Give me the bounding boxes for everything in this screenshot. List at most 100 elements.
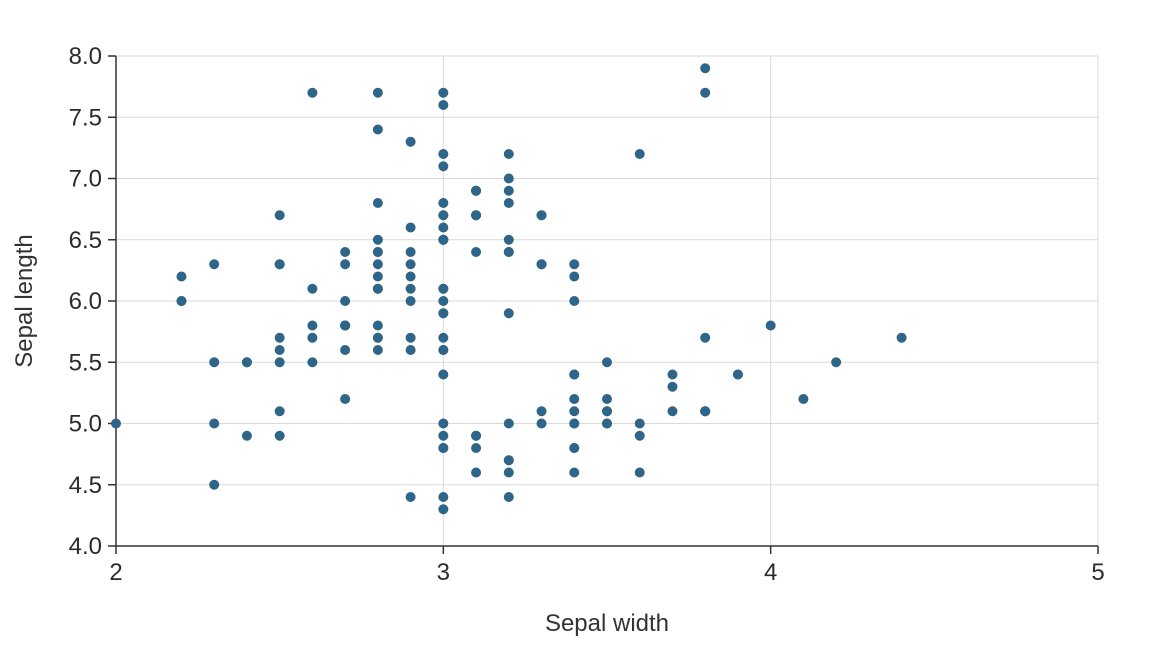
data-point [438, 345, 449, 355]
data-point [471, 185, 482, 196]
data-point [438, 418, 449, 429]
data-point [667, 381, 678, 392]
data-point [307, 283, 318, 294]
data-point [405, 283, 416, 294]
data-point [209, 357, 220, 368]
data-point [700, 406, 711, 417]
data-point [503, 247, 514, 257]
data-point [503, 198, 514, 208]
data-point [307, 332, 318, 343]
data-point [634, 149, 645, 159]
data-point [569, 296, 580, 306]
data-point [569, 259, 580, 270]
data-point [438, 296, 449, 306]
data-point [831, 357, 842, 368]
y-tick-label: 8.0 [69, 43, 102, 70]
axes [108, 55, 1099, 554]
y-tick-label: 4.0 [69, 533, 102, 560]
data-point [503, 185, 514, 196]
data-point [700, 332, 711, 343]
data-point [503, 149, 514, 159]
data-point [372, 247, 383, 257]
data-point [372, 345, 383, 355]
data-point [569, 369, 580, 380]
data-point [569, 406, 580, 417]
data-point [536, 406, 547, 417]
data-point [340, 259, 351, 270]
data-point [274, 406, 285, 417]
data-point [438, 492, 449, 502]
data-point [503, 234, 514, 245]
data-point [438, 332, 449, 343]
data-point [340, 345, 351, 355]
data-point [372, 234, 383, 245]
data-point [700, 63, 711, 74]
data-point [372, 124, 383, 135]
x-tick-label: 3 [437, 559, 450, 586]
data-point [602, 394, 612, 404]
y-tick-label: 7.0 [69, 166, 102, 193]
data-point [667, 369, 678, 380]
data-point [667, 406, 678, 417]
data-point [503, 308, 514, 319]
x-tick-label: 2 [109, 559, 122, 586]
data-point [372, 198, 383, 208]
data-point [340, 296, 351, 306]
y-tick-label: 7.5 [69, 104, 102, 131]
data-point [438, 222, 449, 233]
data-point [503, 455, 514, 466]
data-point [274, 430, 285, 441]
data-point [569, 467, 580, 478]
data-point [176, 296, 187, 306]
data-point [372, 320, 383, 331]
data-point [569, 394, 580, 404]
data-point [732, 369, 743, 380]
data-point [569, 418, 580, 429]
data-point [503, 467, 514, 478]
data-point [634, 418, 645, 429]
data-point [896, 332, 907, 343]
data-point [634, 467, 645, 478]
data-point [634, 430, 645, 441]
data-point [274, 332, 285, 343]
data-point [241, 430, 252, 441]
data-point [536, 210, 547, 221]
y-tick-label: 6.5 [69, 227, 102, 254]
data-point [372, 271, 383, 282]
data-point [274, 259, 285, 270]
x-axis-title: Sepal width [545, 610, 669, 637]
data-point [405, 345, 416, 355]
data-point [438, 430, 449, 441]
data-point [438, 210, 449, 221]
data-point [372, 332, 383, 343]
data-point [438, 308, 449, 319]
data-point [536, 259, 547, 270]
tick-labels: 4.0 4.5 5.0 5.5 6.0 6.5 7.0 7.5 8.0 2 3 4 5 [69, 43, 1105, 586]
data-point [471, 467, 482, 478]
data-point [700, 87, 711, 98]
data-point [241, 357, 252, 368]
data-point [274, 357, 285, 368]
data-point [405, 271, 416, 282]
data-point [405, 296, 416, 306]
y-tick-label: 4.5 [69, 472, 102, 499]
x-tick-label: 5 [1091, 559, 1104, 586]
data-point [307, 87, 318, 98]
data-point [438, 234, 449, 245]
data-point [274, 345, 285, 355]
data-point [405, 492, 416, 502]
data-point [438, 369, 449, 380]
data-point [471, 443, 482, 453]
data-point [111, 418, 121, 429]
data-point [503, 492, 514, 502]
data-point [209, 418, 220, 429]
data-point [471, 430, 482, 441]
data-point [438, 283, 449, 294]
data-point [405, 222, 416, 233]
data-point [798, 394, 809, 404]
data-point [372, 283, 383, 294]
data-point [274, 210, 285, 221]
data-point [438, 149, 449, 159]
